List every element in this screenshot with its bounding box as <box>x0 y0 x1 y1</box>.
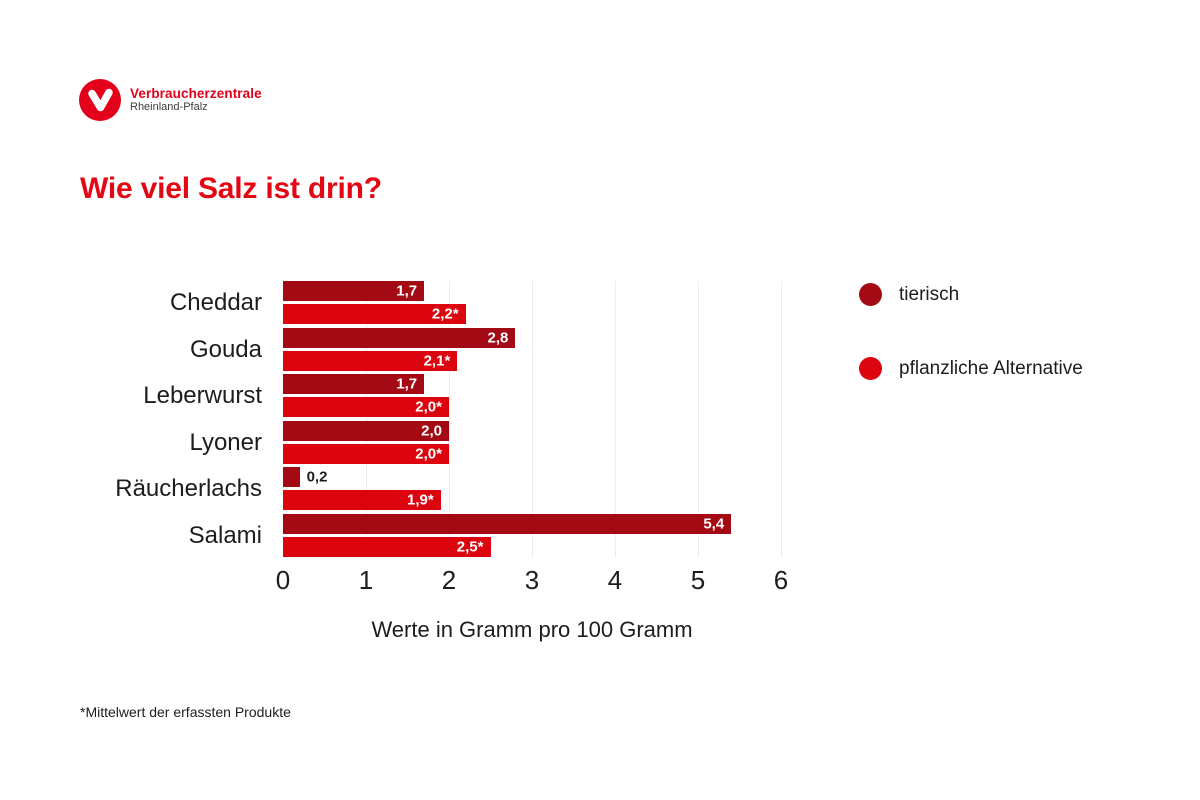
page-title: Wie viel Salz ist drin? <box>80 172 382 205</box>
chart-row: Cheddar 1,7 2,2* <box>170 281 781 324</box>
bar-tierisch: 2,8 <box>283 327 516 348</box>
category-label: Salami <box>188 521 262 549</box>
category-label: Räucherlachs <box>115 475 262 502</box>
bar-pflanzliche-alternative: 2,0* <box>283 397 449 417</box>
bar-value-label: 2,5* <box>456 538 484 555</box>
x-axis-tick: 1 <box>358 565 374 595</box>
x-axis-tick: 2 <box>441 565 457 595</box>
bar-value-label: 2,1* <box>423 352 451 369</box>
bar-value-label: 5,4 <box>703 515 725 532</box>
legend: tierisch pflanzliche Alternative <box>859 283 1083 431</box>
x-axis-label: Werte in Gramm pro 100 Gramm <box>371 617 693 642</box>
bar-pflanzliche-alternative: 2,5* <box>283 536 491 557</box>
bar-tierisch: 0,2 <box>283 467 327 487</box>
x-axis-tick: 0 <box>275 565 291 595</box>
verbraucherzentrale-logo: Verbraucherzentrale Rheinland-Pfalz <box>79 79 262 121</box>
category-label: Cheddar <box>169 289 262 316</box>
chart-row: Gouda 2,8 2,1* <box>190 327 781 371</box>
bar-tierisch: 5,4 <box>283 513 732 534</box>
x-axis-tick: 3 <box>524 565 540 595</box>
logo-region-text: Rheinland-Pfalz <box>130 101 208 114</box>
bar-value-label: 2,8 <box>487 329 509 346</box>
footnote: *Mittelwert der erfassten Produkte <box>80 704 291 720</box>
bar-value-label: 2,0 <box>421 422 442 439</box>
x-axis-tick: 6 <box>773 565 789 595</box>
legend-label: pflanzliche Alternative <box>899 357 1083 379</box>
logo-v-icon <box>79 79 121 121</box>
bar-value-label: 0,2 <box>306 468 328 486</box>
category-label: Lyoner <box>189 428 263 456</box>
bar-tierisch: 2,0 <box>283 420 449 441</box>
gridline <box>449 281 450 557</box>
legend-item: tierisch <box>859 283 1083 306</box>
legend-dot-icon <box>859 357 882 380</box>
x-axis-tick: 5 <box>690 565 706 595</box>
chart-row: Räucherlachs 0,2 1,9* <box>115 467 781 510</box>
legend-label: tierisch <box>899 283 960 305</box>
bar-pflanzliche-alternative: 1,9* <box>283 490 441 510</box>
legend-dot-icon <box>859 283 882 306</box>
chart-row: Leberwurst 1,7 2,0* <box>143 374 781 417</box>
bar-value-label: 2,0* <box>415 398 442 416</box>
bar-pflanzliche-alternative: 2,0* <box>283 443 449 464</box>
chart-row: Lyoner 2,0 2,0* <box>190 420 781 464</box>
bar-value-label: 2,0* <box>415 445 442 462</box>
gridline <box>366 281 367 557</box>
bar-value-label: 1,9* <box>406 491 434 509</box>
gridline <box>615 281 616 557</box>
bar-pflanzliche-alternative: 2,1* <box>283 350 458 371</box>
chart-row: Salami 5,4 2,5* <box>189 513 781 557</box>
plot-area: Cheddar 1,7 2,2* Gouda 2,8 2,1* Leberwurst 1,7 2… <box>115 281 788 642</box>
category-label: Leberwurst <box>143 382 262 409</box>
bar-tierisch: 1,7 <box>283 374 425 394</box>
legend-item: pflanzliche Alternative <box>859 357 1083 380</box>
bar-value-label: 1,7 <box>396 282 418 300</box>
x-axis-tick: 4 <box>607 565 623 595</box>
x-axis-ticks: 0 1 2 3 4 5 6 <box>276 565 788 595</box>
bar-tierisch: 1,7 <box>283 281 425 301</box>
gridline <box>532 281 533 557</box>
bar-value-label: 1,7 <box>396 375 418 393</box>
gridline <box>698 281 699 557</box>
logo-text: Verbraucherzentrale Rheinland-Pfalz <box>130 86 262 114</box>
logo-brand-text: Verbraucherzentrale <box>130 85 262 101</box>
category-label: Gouda <box>189 335 262 363</box>
bar-value-label: 2,2* <box>431 305 459 323</box>
bar-pflanzliche-alternative: 2,2* <box>283 304 466 324</box>
gridline <box>781 281 782 557</box>
